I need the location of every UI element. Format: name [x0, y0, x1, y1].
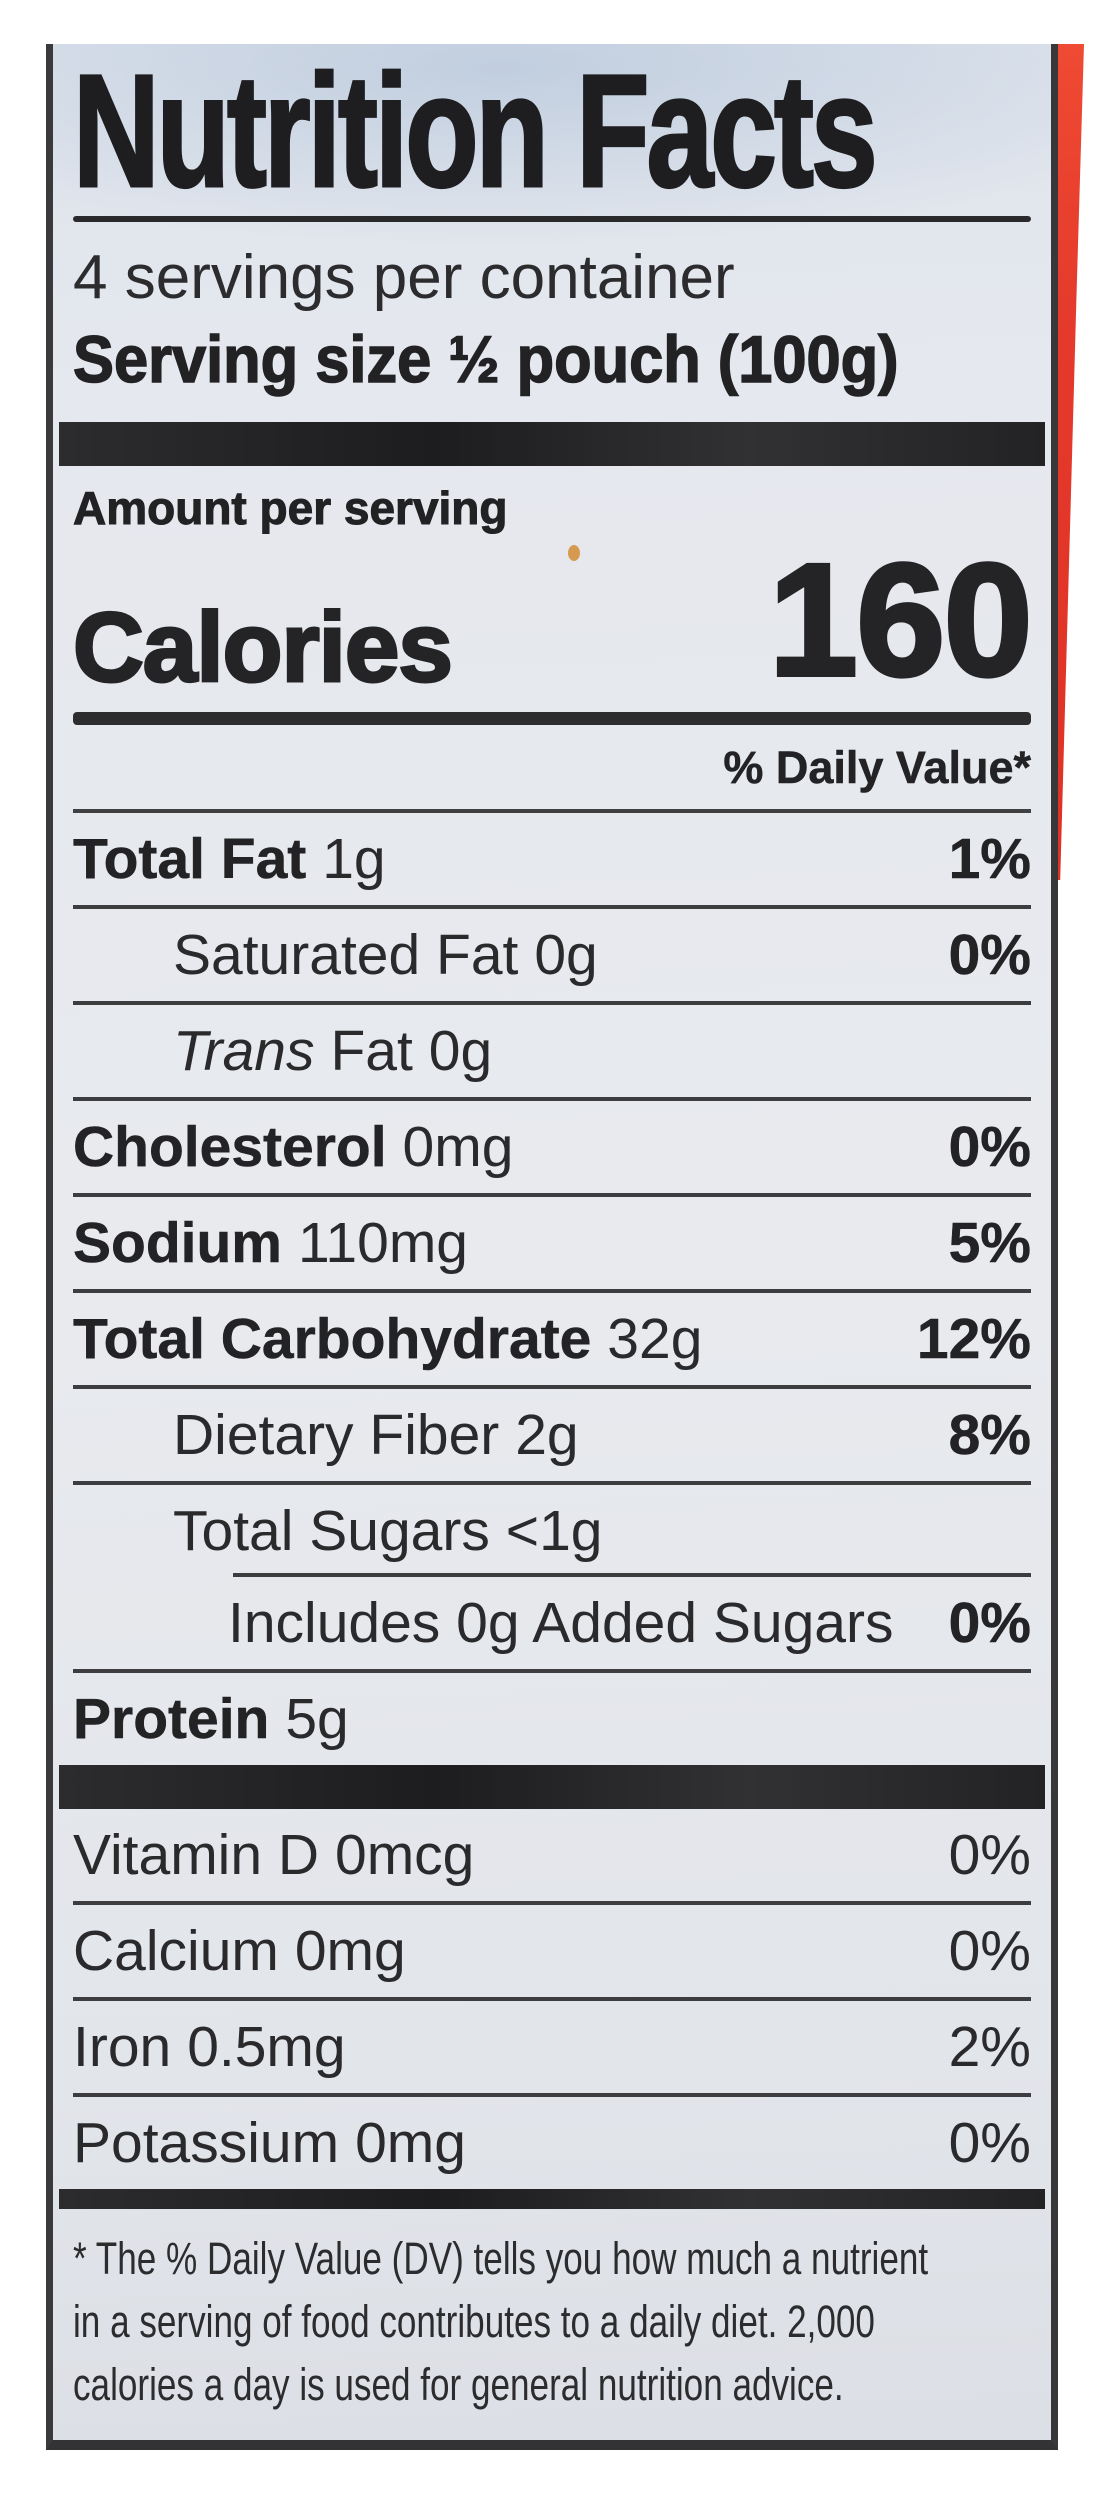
serving-size-line: Serving size ½ pouch (100g): [72, 321, 964, 397]
nutrient-dv: 0%: [948, 1115, 1031, 1180]
serving-size-label: Serving size: [72, 321, 432, 397]
calories-rule: [73, 712, 1031, 725]
micronutrient-name-amount: Calcium 0mg: [73, 1919, 406, 1983]
servings-per-container: 4 servings per container: [73, 243, 735, 312]
package-speck: [568, 545, 580, 561]
footnote-line-1: * The % Daily Value (DV) tells you how m…: [73, 2233, 929, 2284]
nutrient-row-trans-fat: Trans Fat 0g: [73, 1001, 1031, 1097]
nutrient-dv: 0%: [948, 1591, 1031, 1656]
nutrition-facts-label: Nutrition Facts 4 servings per container…: [46, 44, 1058, 2450]
nutrient-row-total-sugars: Total Sugars <1g: [73, 1481, 1031, 1577]
daily-value-header: % Daily Value*: [73, 725, 1031, 813]
nutrient-dv: 8%: [948, 1403, 1031, 1468]
nutrient-row-protein: Protein 5g: [73, 1669, 1031, 1765]
nutrient-dv: 5%: [948, 1211, 1031, 1276]
micronutrient-name-amount: Vitamin D 0mcg: [73, 1823, 475, 1887]
nutrient-name-amount: Protein 5g: [73, 1687, 349, 1752]
nutrient-dv: 0%: [948, 923, 1031, 988]
daily-value-footnote: * The % Daily Value (DV) tells you how m…: [73, 2209, 1031, 2416]
nutrient-row-total-carbohydrate: Total Carbohydrate 32g 12%: [73, 1289, 1031, 1385]
micronutrient-row-potassium: Potassium 0mg 0%: [73, 2093, 1031, 2189]
nutrient-row-total-fat: Total Fat 1g 1%: [73, 813, 1032, 905]
nutrient-name-amount: Sodium 110mg: [73, 1211, 469, 1276]
nutrient-row-sodium: Sodium 110mg 5%: [73, 1193, 1031, 1289]
calories-value: 160: [767, 530, 1035, 709]
calories-row: Calories 160: [72, 530, 1035, 709]
nutrient-name-amount: Dietary Fiber 2g: [173, 1403, 579, 1467]
nutrient-name-amount: Saturated Fat 0g: [173, 923, 598, 987]
nutrient-name-amount: Cholesterol 0mg: [73, 1115, 514, 1180]
micronutrient-dv: 0%: [948, 1823, 1031, 1887]
micronutrient-row-iron: Iron 0.5mg 2%: [73, 1997, 1031, 2093]
micronutrient-dv: 0%: [948, 2111, 1031, 2175]
separator-bar-bottom: [59, 2189, 1045, 2209]
calories-label: Calories: [72, 592, 455, 702]
amount-per-serving-label: Amount per serving: [73, 482, 509, 535]
micronutrient-row-vitamin-d: Vitamin D 0mcg 0%: [73, 1809, 1031, 1901]
nutrient-dv: 1%: [948, 827, 1031, 892]
footnote-line-2: in a serving of food contributes to a da…: [73, 2296, 875, 2347]
nutrient-row-cholesterol: Cholesterol 0mg 0%: [73, 1097, 1031, 1193]
micronutrient-dv: 0%: [948, 1919, 1031, 1983]
title-rule: [73, 216, 1031, 222]
separator-bar-top: [59, 422, 1045, 466]
nutrient-name-amount: Total Carbohydrate 32g: [73, 1307, 703, 1372]
micronutrient-row-calcium: Calcium 0mg 0%: [73, 1901, 1031, 1997]
nutrient-name-amount: Includes 0g Added Sugars: [228, 1591, 894, 1655]
nutrient-name-amount: Total Sugars <1g: [173, 1499, 603, 1563]
nutrient-row-saturated-fat: Saturated Fat 0g 0%: [73, 905, 1031, 1001]
nutrient-name-amount: Trans Fat 0g: [173, 1019, 493, 1083]
separator-bar-middle: [59, 1765, 1045, 1809]
nutrient-dv: 12%: [916, 1307, 1032, 1372]
nutrient-row-dietary-fiber: Dietary Fiber 2g 8%: [73, 1385, 1031, 1481]
micronutrient-name-amount: Potassium 0mg: [73, 2111, 466, 2175]
nutrient-row-added-sugars: Includes 0g Added Sugars 0%: [73, 1573, 1031, 1669]
label-title: Nutrition Facts: [72, 41, 879, 220]
label-content: Nutrition Facts 4 servings per container…: [59, 41, 1045, 2416]
footnote-line-3: calories a day is used for general nutri…: [73, 2359, 844, 2410]
nutrient-name-amount: Total Fat 1g: [73, 827, 386, 892]
micronutrient-dv: 2%: [948, 2015, 1031, 2079]
micronutrient-name-amount: Iron 0.5mg: [73, 2015, 346, 2079]
serving-size-value: ½ pouch (100g): [448, 321, 900, 397]
